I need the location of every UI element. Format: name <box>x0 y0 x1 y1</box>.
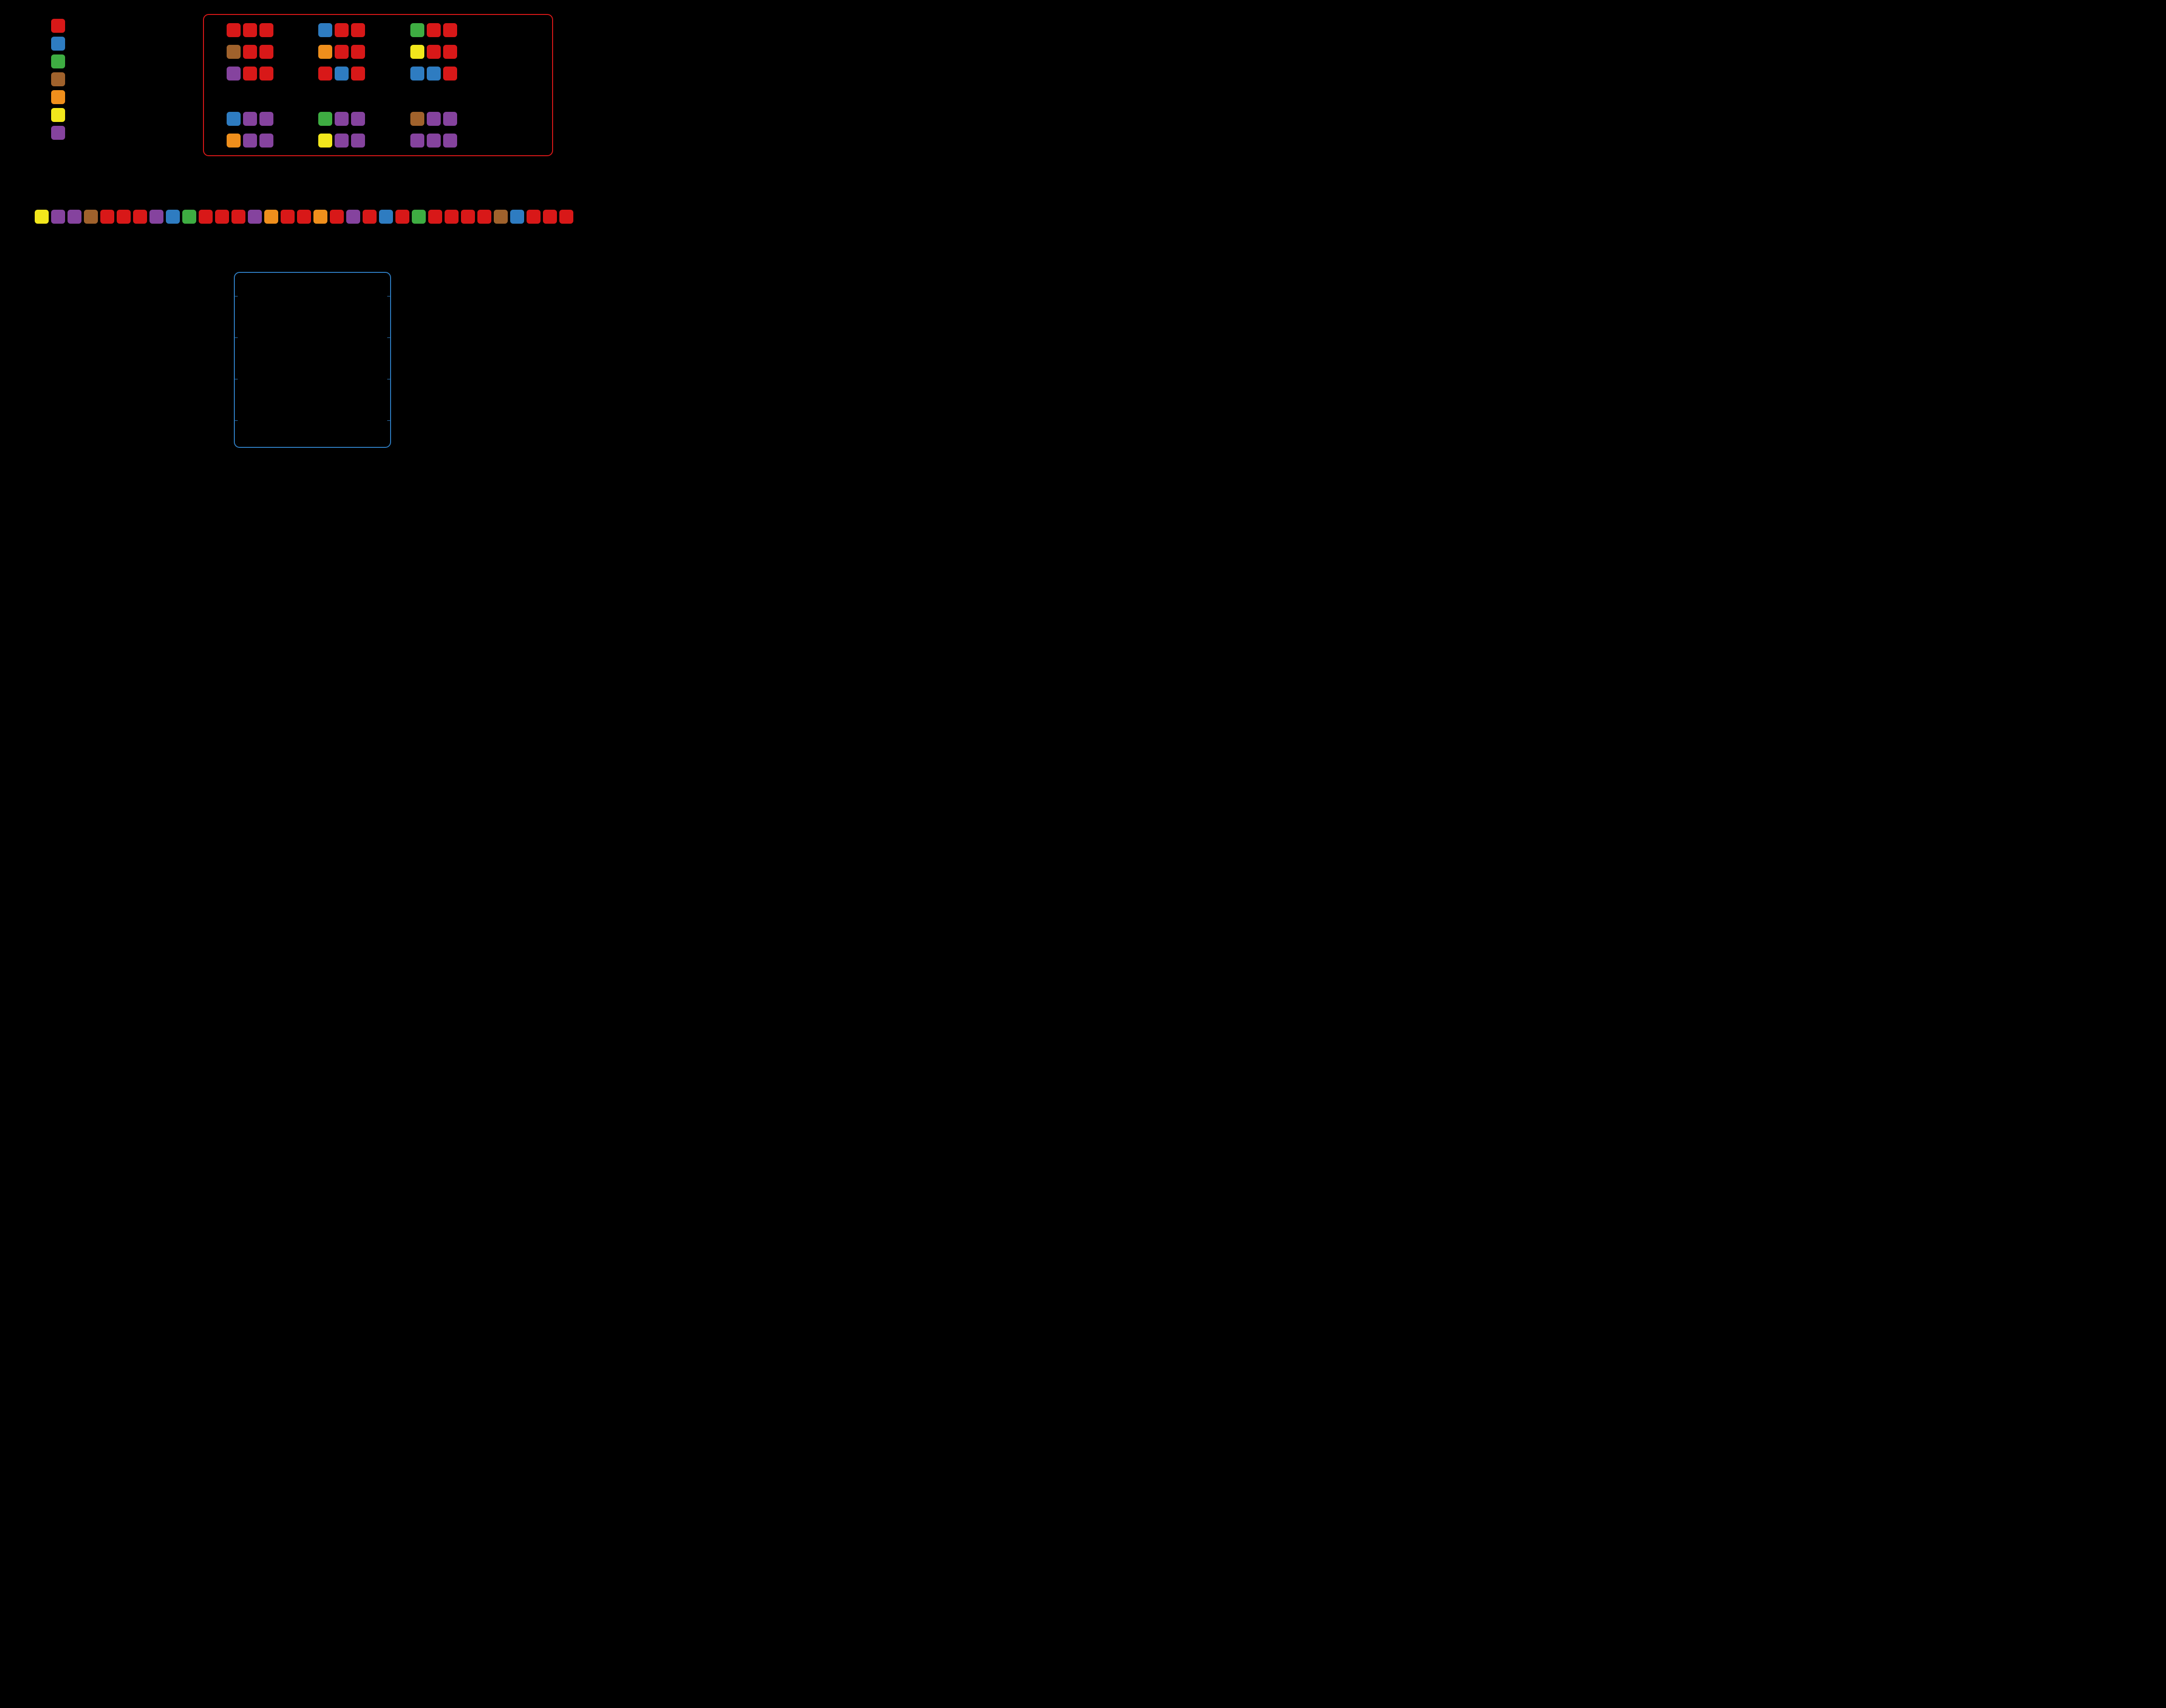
color-tile-red <box>460 209 475 224</box>
color-tile-brown <box>410 111 425 126</box>
color-tile-purple <box>426 133 441 148</box>
color-tile-red <box>280 209 295 224</box>
color-tile-red <box>51 18 66 33</box>
color-tile-red <box>226 23 241 38</box>
color-tile-orange <box>313 209 328 224</box>
blue-panel-tick <box>235 420 238 421</box>
color-tile-blue <box>226 111 241 126</box>
color-tile-red <box>329 209 344 224</box>
color-tile-blue <box>334 66 349 81</box>
color-tile-blue <box>510 209 525 224</box>
color-tile-red <box>559 209 574 224</box>
color-tile-red <box>351 66 366 81</box>
blue-panel-tick <box>387 337 390 338</box>
color-tile-purple <box>410 133 425 148</box>
color-tile-red <box>259 44 274 59</box>
color-tile-red <box>362 209 377 224</box>
color-tile-purple <box>247 209 262 224</box>
color-tile-red <box>243 23 257 38</box>
color-tile-orange <box>264 209 279 224</box>
color-tile-red <box>297 209 311 224</box>
color-tile-purple <box>226 66 241 81</box>
color-tile-orange <box>318 44 333 59</box>
color-tile-red <box>318 66 333 81</box>
blue-empty-panel <box>234 272 391 448</box>
color-tile-blue <box>51 36 66 51</box>
color-tile-red <box>542 209 557 224</box>
color-tile-green <box>410 23 425 38</box>
color-tile-green <box>318 111 333 126</box>
color-tile-brown <box>226 44 241 59</box>
color-tile-brown <box>83 209 98 224</box>
color-tile-red <box>351 23 366 38</box>
color-tile-purple <box>426 111 441 126</box>
color-tile-purple <box>443 133 458 148</box>
color-tile-brown <box>51 72 66 87</box>
color-tile-red <box>259 66 274 81</box>
color-tile-green <box>411 209 426 224</box>
color-tile-red <box>133 209 148 224</box>
color-tile-red <box>215 209 230 224</box>
color-tile-red <box>426 44 441 59</box>
color-tile-red <box>426 23 441 38</box>
color-tile-red <box>477 209 492 224</box>
color-tile-red <box>444 209 459 224</box>
color-tile-purple <box>243 111 257 126</box>
color-tile-yellow <box>410 44 425 59</box>
color-tile-purple <box>351 133 366 148</box>
color-tile-blue <box>426 66 441 81</box>
color-tile-purple <box>346 209 361 224</box>
color-tile-green <box>182 209 197 224</box>
color-tile-purple <box>51 209 66 224</box>
color-tile-red <box>243 44 257 59</box>
color-tile-red <box>443 23 458 38</box>
color-tile-green <box>51 54 66 69</box>
color-tile-yellow <box>51 108 66 122</box>
blue-panel-tick <box>387 420 390 421</box>
color-tile-red <box>116 209 131 224</box>
color-tile-orange <box>226 133 241 148</box>
color-tile-red <box>334 23 349 38</box>
blue-panel-tick <box>235 337 238 338</box>
color-tile-red <box>334 44 349 59</box>
color-tile-purple <box>67 209 82 224</box>
color-tile-purple <box>334 111 349 126</box>
diagram-canvas <box>0 0 585 461</box>
color-tile-red <box>259 23 274 38</box>
color-tile-orange <box>51 90 66 105</box>
color-tile-red <box>243 66 257 81</box>
color-tile-blue <box>165 209 180 224</box>
color-tile-brown <box>493 209 508 224</box>
color-tile-purple <box>443 111 458 126</box>
color-tile-red <box>351 44 366 59</box>
color-tile-purple <box>51 125 66 140</box>
color-tile-purple <box>259 133 274 148</box>
color-tile-red <box>526 209 541 224</box>
color-tile-blue <box>318 23 333 38</box>
color-tile-purple <box>351 111 366 126</box>
color-tile-purple <box>259 111 274 126</box>
color-tile-purple <box>243 133 257 148</box>
color-tile-red <box>231 209 246 224</box>
color-tile-blue <box>379 209 393 224</box>
color-tile-red <box>395 209 410 224</box>
color-tile-red <box>100 209 115 224</box>
color-tile-yellow <box>318 133 333 148</box>
color-tile-blue <box>410 66 425 81</box>
color-tile-purple <box>334 133 349 148</box>
color-tile-red <box>443 66 458 81</box>
color-tile-red <box>428 209 443 224</box>
color-tile-yellow <box>34 209 49 224</box>
color-tile-red <box>198 209 213 224</box>
color-tile-red <box>443 44 458 59</box>
color-tile-purple <box>149 209 164 224</box>
